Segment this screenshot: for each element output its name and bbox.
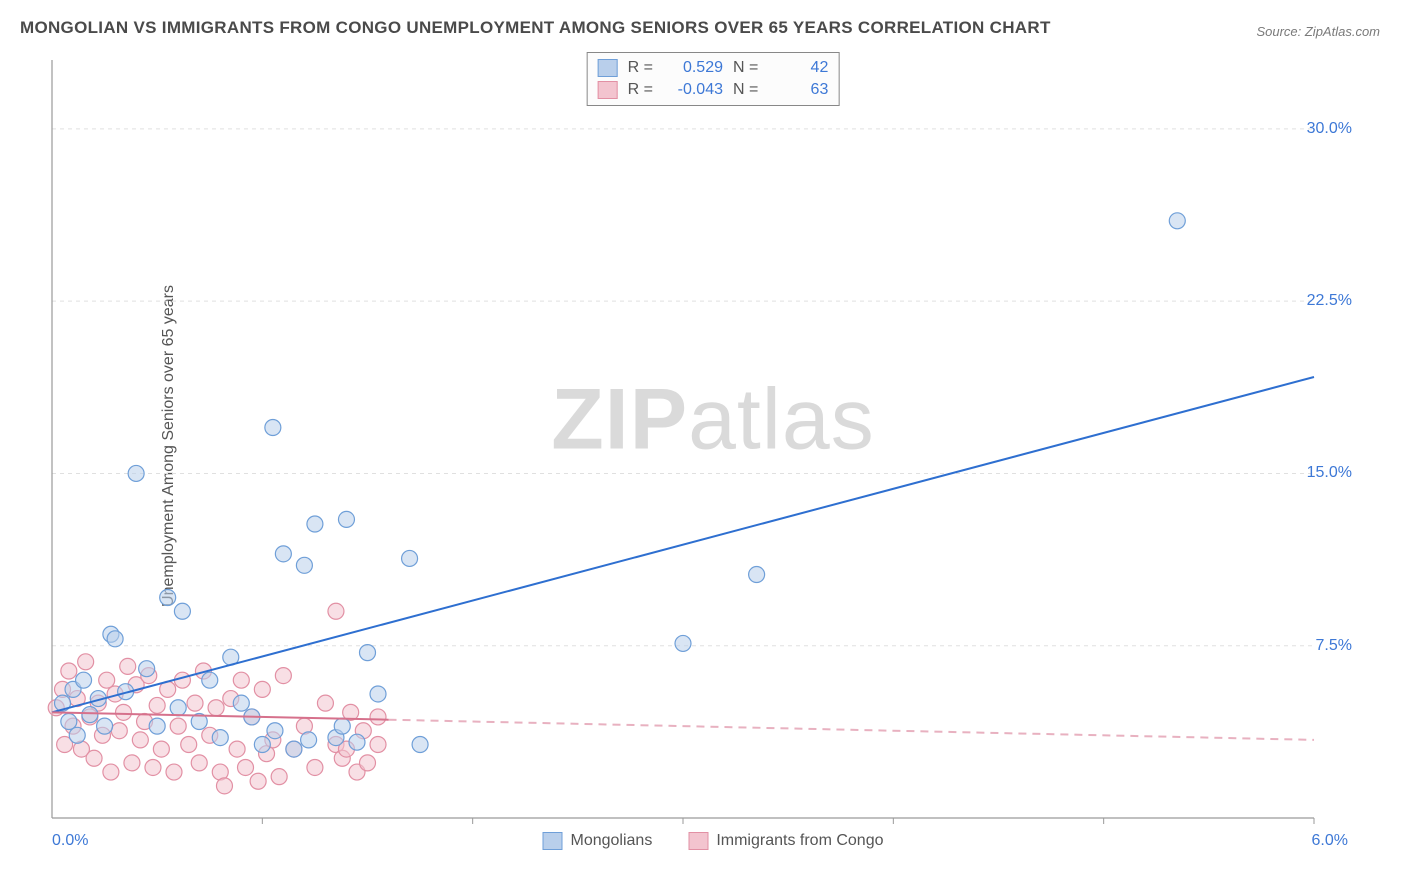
series-legend-item: Immigrants from Congo [688, 832, 883, 850]
chart-area: ZIPatlas R = 0.529 N = 42 R = -0.043 N =… [46, 52, 1380, 852]
series-legend-label: Immigrants from Congo [716, 832, 883, 850]
scatter-plot-svg [46, 52, 1380, 852]
legend-n-label: N = [733, 81, 758, 99]
series-legend-label: Mongolians [571, 832, 653, 850]
x-axis-min-label: 0.0% [52, 832, 88, 850]
legend-r-label: R = [628, 81, 653, 99]
correlation-legend: R = 0.529 N = 42 R = -0.043 N = 63 [587, 52, 840, 106]
legend-n-value: 42 [768, 59, 828, 77]
correlation-legend-row: R = 0.529 N = 42 [598, 57, 829, 79]
legend-swatch-icon [598, 59, 618, 77]
correlation-legend-row: R = -0.043 N = 63 [598, 79, 829, 101]
series-legend: Mongolians Immigrants from Congo [543, 832, 884, 850]
y-axis-tick-label: 7.5% [1316, 637, 1352, 655]
legend-swatch-icon [598, 81, 618, 99]
legend-r-value: -0.043 [663, 81, 723, 99]
chart-title: MONGOLIAN VS IMMIGRANTS FROM CONGO UNEMP… [20, 18, 1051, 38]
legend-n-label: N = [733, 59, 758, 77]
y-axis-tick-label: 15.0% [1307, 464, 1352, 482]
legend-swatch-icon [543, 832, 563, 850]
y-axis-tick-label: 30.0% [1307, 120, 1352, 138]
y-axis-tick-label: 22.5% [1307, 292, 1352, 310]
legend-swatch-icon [688, 832, 708, 850]
legend-r-value: 0.529 [663, 59, 723, 77]
legend-r-label: R = [628, 59, 653, 77]
series-legend-item: Mongolians [543, 832, 653, 850]
source-attribution: Source: ZipAtlas.com [1256, 24, 1380, 39]
x-axis-max-label: 6.0% [1312, 832, 1348, 850]
legend-n-value: 63 [768, 81, 828, 99]
